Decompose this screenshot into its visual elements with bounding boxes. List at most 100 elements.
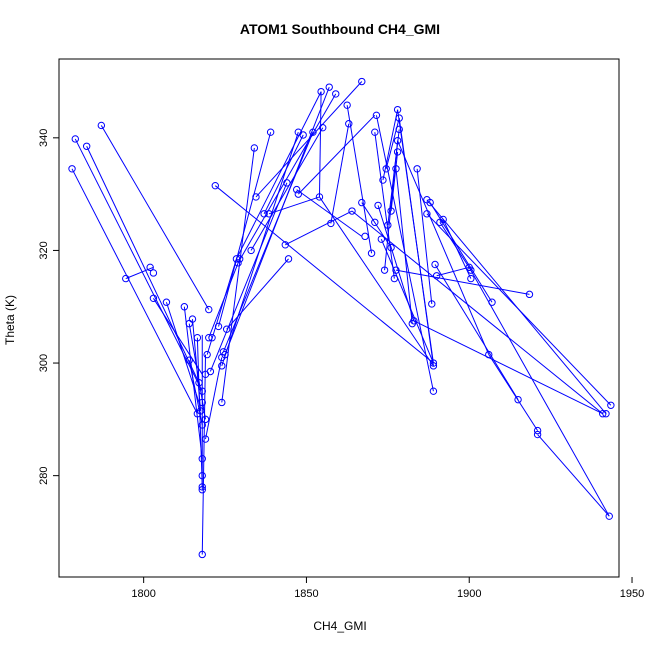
series-segments [71, 81, 612, 555]
data-point [214, 322, 223, 331]
series-segment [214, 185, 434, 364]
data-point [299, 131, 307, 139]
data-point [222, 325, 231, 333]
data-point [201, 415, 210, 424]
series-segment [226, 258, 289, 330]
data-point [371, 218, 379, 226]
data-point [198, 483, 206, 491]
data-point [71, 135, 79, 143]
series-segment [100, 125, 210, 310]
data-point [82, 142, 91, 150]
y-tick-label: 320 [38, 241, 50, 259]
data-point [379, 176, 387, 184]
data-point [203, 350, 211, 359]
data-point [392, 165, 400, 173]
series-segment [397, 140, 490, 355]
y-axis: 280 300 320 340 [38, 129, 59, 485]
data-point [221, 350, 229, 359]
series-segment [380, 238, 434, 364]
data-point [198, 486, 206, 494]
data-point [602, 410, 610, 418]
x-tick-label: 1900 [457, 588, 481, 600]
data-point [252, 193, 260, 201]
data-point [367, 249, 376, 257]
data-point [413, 165, 421, 173]
data-point [382, 165, 390, 173]
series-segment [395, 168, 413, 324]
series-points [68, 77, 615, 559]
data-point [211, 181, 219, 190]
data-point [218, 362, 226, 370]
data-point [309, 128, 317, 136]
data-point [281, 241, 289, 249]
series-segment [201, 354, 207, 555]
series-segment [468, 267, 610, 517]
data-point [392, 266, 400, 274]
data-point [146, 263, 154, 272]
series-segment [413, 320, 603, 415]
data-point [149, 269, 158, 277]
series-segment [319, 196, 434, 367]
data-point [162, 298, 171, 306]
data-point [467, 274, 475, 283]
x-tick-label: 1850 [294, 588, 318, 600]
series-segment [235, 91, 322, 260]
data-point [198, 550, 206, 559]
data-point [325, 83, 333, 91]
data-point [380, 266, 389, 274]
data-point [234, 259, 242, 267]
series-segment [434, 264, 519, 400]
data-point [265, 210, 273, 218]
series-segment [436, 266, 470, 277]
series-segment [224, 86, 330, 355]
data-point [488, 298, 496, 306]
data-point [439, 215, 447, 224]
data-point [599, 410, 607, 418]
series-segment [255, 81, 363, 198]
data-point [195, 379, 203, 387]
series-segment [488, 354, 539, 431]
x-axis: 1800 1850 1900 1950 [131, 577, 644, 600]
series-segment [125, 266, 154, 280]
series-segment [426, 213, 612, 406]
data-point [208, 334, 216, 342]
data-point [605, 512, 613, 520]
data-point [358, 77, 366, 86]
series-segment [537, 434, 610, 517]
data-point [485, 350, 493, 359]
y-tick-label: 340 [38, 129, 50, 147]
data-point [319, 123, 327, 132]
data-point [198, 471, 206, 480]
series-segment [206, 258, 237, 355]
x-tick-label: 1950 [620, 588, 644, 600]
data-point [393, 148, 402, 156]
data-point [206, 367, 215, 376]
x-axis-label: CH4_GMI [313, 619, 366, 633]
series-segment [416, 168, 433, 304]
series-segment [374, 132, 395, 279]
series-segment [205, 357, 223, 440]
series-segment [382, 109, 399, 181]
series-segment [74, 138, 203, 392]
data-point [393, 105, 402, 114]
data-point [374, 201, 382, 210]
data-point [358, 198, 366, 207]
data-point [68, 165, 76, 173]
data-point [432, 272, 441, 280]
data-point [185, 356, 193, 364]
data-point [260, 210, 268, 218]
data-point [525, 290, 534, 299]
data-point [423, 210, 431, 218]
data-point [180, 303, 189, 311]
data-point [294, 190, 303, 198]
data-point [250, 144, 259, 152]
data-point [149, 294, 158, 302]
data-point [429, 387, 438, 395]
data-point [283, 179, 291, 187]
data-point [607, 401, 615, 409]
data-point [384, 221, 392, 229]
x-tick-label: 1800 [131, 588, 155, 600]
data-point [343, 101, 351, 109]
data-point [395, 125, 403, 134]
